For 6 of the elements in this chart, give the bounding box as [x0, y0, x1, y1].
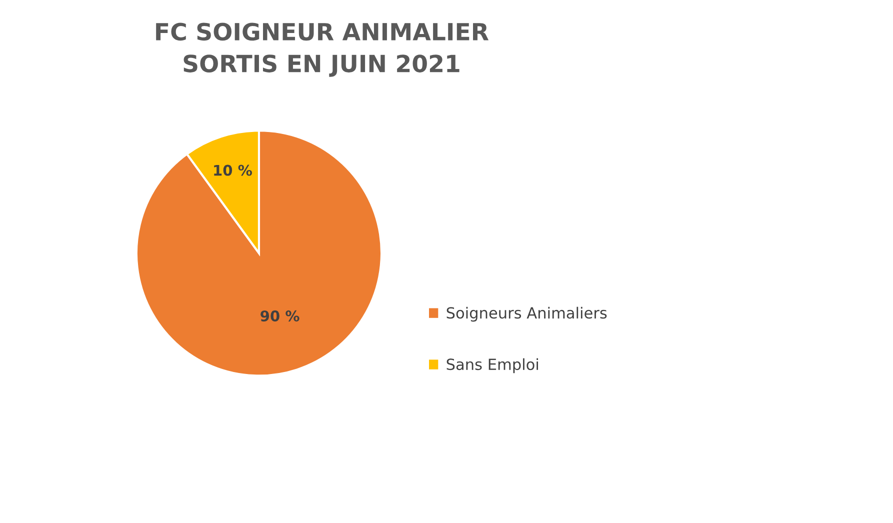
legend-label: Sans Emploi — [446, 358, 538, 374]
pie-slice — [135, 130, 383, 377]
data-label: 90 % — [260, 310, 300, 322]
data-label: 10 % — [214, 164, 252, 176]
legend-label: Soigneurs Animaliers — [446, 306, 607, 322]
chart-title: FC SOIGNEUR ANIMALIER SORTIS EN JUIN 2021 — [156, 22, 489, 77]
